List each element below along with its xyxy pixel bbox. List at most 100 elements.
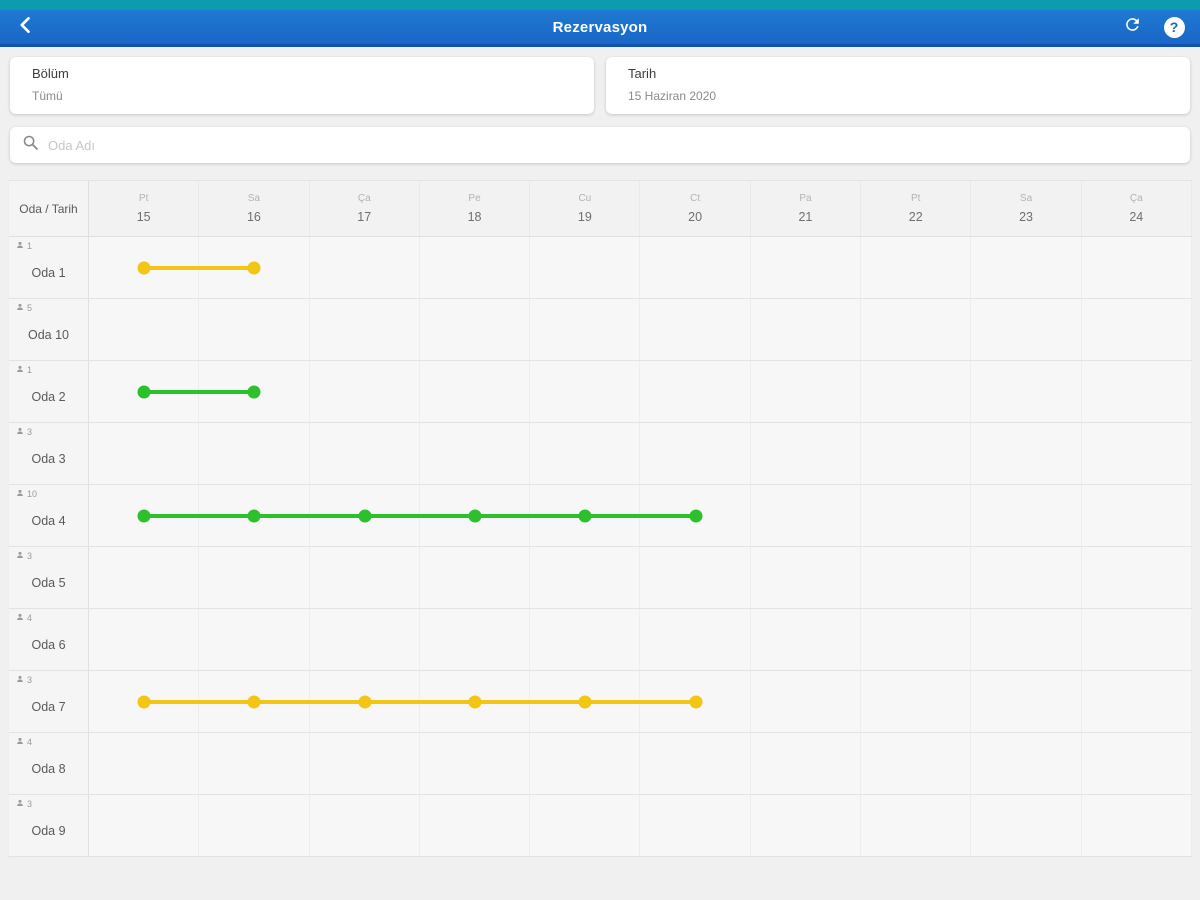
day-cell[interactable] [199, 547, 310, 608]
day-cell[interactable] [751, 795, 862, 856]
room-cell[interactable]: 5 Oda 10 [9, 299, 89, 360]
day-cell[interactable] [640, 795, 751, 856]
day-cell[interactable] [971, 423, 1082, 484]
day-cell[interactable] [971, 795, 1082, 856]
day-cell[interactable] [420, 795, 531, 856]
day-cell[interactable] [640, 361, 751, 422]
day-cell[interactable] [1082, 361, 1192, 422]
day-cell[interactable] [640, 299, 751, 360]
day-cell[interactable] [310, 361, 420, 422]
day-cell[interactable] [310, 423, 420, 484]
day-cell[interactable] [530, 237, 641, 298]
day-cell[interactable] [640, 485, 751, 546]
search-input[interactable] [48, 137, 1178, 153]
reservation-dot[interactable] [137, 261, 151, 274]
day-cell[interactable] [640, 609, 751, 670]
day-cell[interactable] [310, 733, 420, 794]
room-cell[interactable]: 3 Oda 5 [9, 547, 89, 608]
day-cell[interactable] [89, 547, 200, 608]
day-cell[interactable] [861, 485, 972, 546]
day-cell[interactable] [530, 361, 641, 422]
day-cell[interactable] [751, 423, 862, 484]
day-cell[interactable] [199, 237, 310, 298]
bolum-filter[interactable]: Bölüm Tümü [10, 57, 594, 114]
room-cell[interactable]: 4 Oda 8 [9, 733, 89, 794]
day-cell[interactable] [751, 733, 862, 794]
day-cell[interactable] [861, 299, 972, 360]
reservation-dot[interactable] [468, 695, 482, 708]
day-cell[interactable] [530, 299, 641, 360]
day-cell[interactable] [861, 733, 972, 794]
day-cell[interactable] [971, 609, 1082, 670]
day-cell[interactable] [420, 237, 531, 298]
day-cell[interactable] [861, 361, 972, 422]
reservation-dot[interactable] [137, 509, 151, 522]
room-cell[interactable]: 3 Oda 3 [9, 423, 89, 484]
day-cell[interactable] [199, 361, 310, 422]
day-cell[interactable] [1082, 795, 1192, 856]
room-cell[interactable]: 3 Oda 7 [9, 671, 89, 732]
day-cell[interactable] [199, 733, 310, 794]
tarih-filter[interactable]: Tarih 15 Haziran 2020 [606, 57, 1190, 114]
day-cell[interactable] [420, 547, 531, 608]
day-cell[interactable] [751, 547, 862, 608]
reservation-dot[interactable] [137, 695, 151, 708]
day-cell[interactable] [971, 671, 1082, 732]
reservation-dot[interactable] [358, 695, 372, 708]
back-button[interactable] [14, 15, 38, 39]
day-cell[interactable] [89, 609, 200, 670]
day-cell[interactable] [971, 733, 1082, 794]
day-cell[interactable] [420, 299, 531, 360]
room-cell[interactable]: 1 Oda 2 [9, 361, 89, 422]
reservation-dot[interactable] [578, 695, 592, 708]
day-cell[interactable] [861, 609, 972, 670]
day-cell[interactable] [310, 795, 420, 856]
day-cell[interactable] [751, 609, 862, 670]
day-cell[interactable] [530, 547, 641, 608]
day-cell[interactable] [310, 299, 420, 360]
day-cell[interactable] [751, 485, 862, 546]
reservation-dot[interactable] [247, 261, 261, 274]
day-cell[interactable] [640, 733, 751, 794]
day-cell[interactable] [530, 609, 641, 670]
day-cell[interactable] [199, 423, 310, 484]
day-cell[interactable] [751, 237, 862, 298]
day-cell[interactable] [1082, 423, 1192, 484]
day-cell[interactable] [861, 795, 972, 856]
day-cell[interactable] [751, 361, 862, 422]
day-cell[interactable] [530, 795, 641, 856]
day-cell[interactable] [310, 609, 420, 670]
day-cell[interactable] [971, 361, 1082, 422]
day-cell[interactable] [199, 299, 310, 360]
day-cell[interactable] [861, 547, 972, 608]
day-cell[interactable] [199, 609, 310, 670]
refresh-button[interactable] [1120, 15, 1144, 39]
day-cell[interactable] [420, 733, 531, 794]
day-cell[interactable] [971, 237, 1082, 298]
day-cell[interactable] [640, 547, 751, 608]
help-button[interactable]: ? [1162, 15, 1186, 39]
day-cell[interactable] [640, 237, 751, 298]
reservation-dot[interactable] [358, 509, 372, 522]
day-cell[interactable] [89, 423, 200, 484]
day-cell[interactable] [420, 361, 531, 422]
day-cell[interactable] [530, 733, 641, 794]
day-cell[interactable] [751, 299, 862, 360]
day-cell[interactable] [310, 547, 420, 608]
day-cell[interactable] [640, 423, 751, 484]
day-cell[interactable] [310, 237, 420, 298]
day-cell[interactable] [1082, 237, 1192, 298]
day-cell[interactable] [1082, 299, 1192, 360]
reservation-dot[interactable] [468, 509, 482, 522]
day-cell[interactable] [420, 609, 531, 670]
reservation-dot[interactable] [689, 695, 703, 708]
day-cell[interactable] [1082, 671, 1192, 732]
room-cell[interactable]: 4 Oda 6 [9, 609, 89, 670]
room-cell[interactable]: 3 Oda 9 [9, 795, 89, 856]
day-cell[interactable] [861, 423, 972, 484]
reservation-dot[interactable] [247, 695, 261, 708]
day-cell[interactable] [861, 671, 972, 732]
day-cell[interactable] [530, 423, 641, 484]
reservation-dot[interactable] [247, 509, 261, 522]
day-cell[interactable] [751, 671, 862, 732]
